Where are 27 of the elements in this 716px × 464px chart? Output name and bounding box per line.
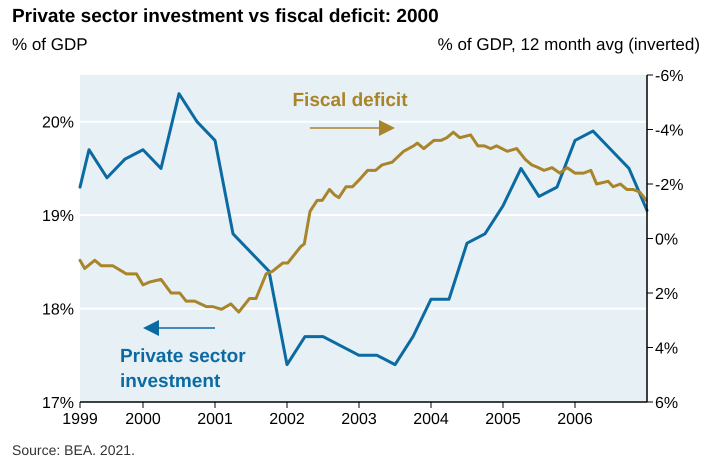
- y2-tick-label: 6%: [655, 395, 678, 412]
- y2-tick-label: -6%: [655, 68, 684, 85]
- y2-tick-label: -4%: [655, 122, 684, 140]
- y2-tick-label: -2%: [655, 177, 684, 194]
- y2-tick-label: 2%: [655, 286, 678, 303]
- chart-title: Private sector investment vs fiscal deficit: 2000: [12, 6, 439, 27]
- x-tick-label: 2000: [125, 411, 161, 428]
- y-tick-label: 18%: [42, 302, 74, 319]
- x-tick-label: 2001: [197, 411, 233, 428]
- series-label: Fiscal deficit: [292, 90, 408, 111]
- line-series: [78, 130, 648, 314]
- y-tick-label: 20%: [42, 114, 74, 132]
- x-tick-label: 2004: [413, 411, 449, 428]
- y-axis-title: % of GDP: [12, 35, 88, 54]
- x-tick-label: 2006: [557, 411, 593, 428]
- legend-label: Private sector investment: [120, 346, 246, 392]
- x-tick-label: 2002: [269, 411, 305, 428]
- line-series: [78, 92, 648, 366]
- y-tick-label: 19%: [42, 208, 74, 226]
- x-tick-label: 2005: [485, 411, 521, 428]
- y2-tick-label: 4%: [655, 340, 678, 358]
- y-tick-label: 17%: [42, 395, 74, 412]
- x-tick-label: 2003: [341, 411, 377, 428]
- y2-axis-title: % of GDP, 12 month avg (inverted): [438, 35, 700, 54]
- y2-tick-label: 0%: [655, 232, 678, 248]
- source-note: Source: BEA. 2021.: [12, 442, 135, 458]
- x-tick-label: 1999: [62, 411, 98, 428]
